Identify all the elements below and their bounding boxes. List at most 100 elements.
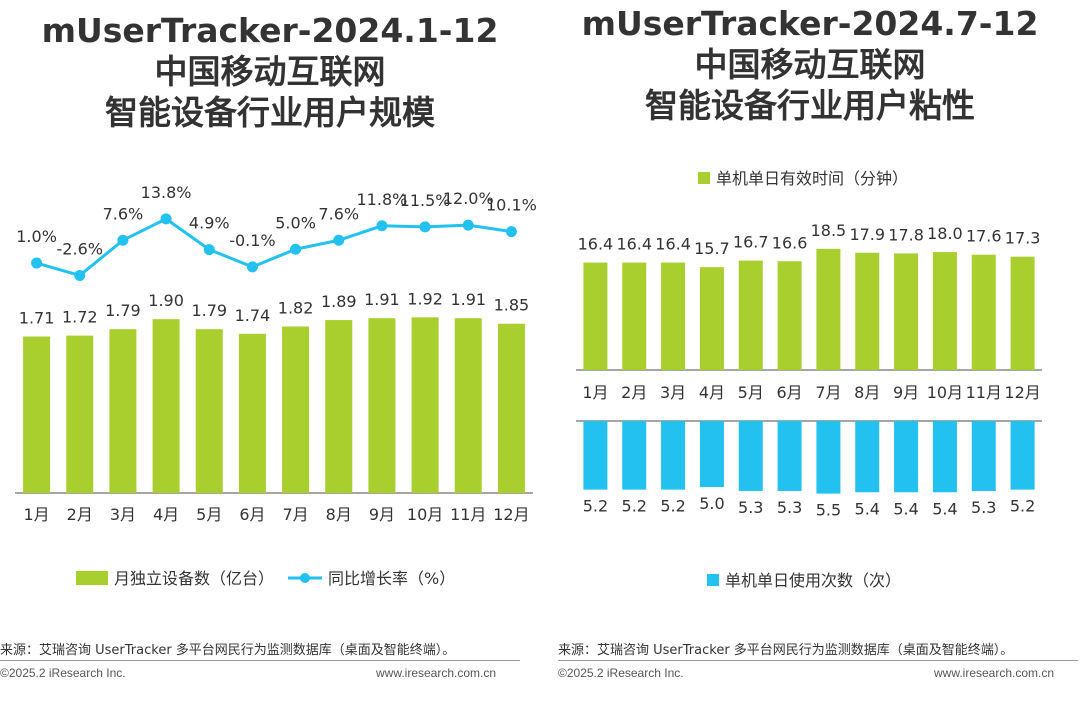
time-bar — [894, 253, 919, 370]
time-value-label: 16.7 — [733, 233, 769, 252]
yoy-point — [31, 257, 43, 269]
device-bar — [411, 317, 439, 493]
count-value-label: 5.2 — [583, 497, 608, 516]
yoy-value-label: -0.1% — [229, 231, 275, 250]
device-value-label: 1.71 — [19, 309, 55, 328]
time-bar — [855, 252, 880, 370]
device-value-label: 1.79 — [105, 301, 141, 320]
count-value-label: 5.0 — [699, 494, 724, 513]
yoy-value-label: 12.0% — [443, 189, 494, 208]
count-bar — [777, 421, 802, 491]
left-month-label: 1月 — [23, 505, 49, 524]
yoy-value-label: 10.1% — [486, 196, 537, 215]
count-bar — [855, 421, 880, 493]
count-value-label: 5.4 — [893, 499, 918, 518]
device-bar — [368, 318, 396, 493]
device-bar — [497, 323, 525, 493]
count-value-label: 5.5 — [816, 501, 841, 520]
yoy-value-label: 1.0% — [16, 227, 57, 246]
count-bar — [932, 421, 957, 493]
device-value-label: 1.79 — [191, 301, 227, 320]
time-value-label: 16.4 — [616, 235, 652, 254]
left-month-label: 9月 — [369, 505, 395, 524]
yoy-value-label: 11.8% — [357, 190, 408, 209]
count-bar — [971, 421, 996, 491]
yoy-value-label: 13.8% — [141, 183, 192, 202]
left-month-label: 2月 — [67, 505, 93, 524]
device-value-label: 1.85 — [494, 296, 530, 315]
left-month-label: 4月 — [153, 505, 179, 524]
device-value-label: 1.74 — [235, 306, 271, 325]
right-website: www.iresearch.com.cn — [934, 666, 1055, 680]
count-bar — [816, 421, 841, 494]
device-value-label: 1.72 — [62, 308, 98, 327]
yoy-value-label: 5.0% — [275, 213, 316, 232]
device-bar — [454, 318, 482, 493]
left-month-label: 12月 — [493, 505, 529, 524]
left-month-label: 11月 — [450, 505, 486, 524]
device-value-label: 1.91 — [364, 290, 400, 309]
yoy-point — [333, 234, 345, 246]
left-source-note: 来源：艾瑞咨询 UserTracker 多平台网民行为监测数据库（桌面及智能终端… — [0, 643, 456, 658]
time-value-label: 17.9 — [849, 225, 885, 244]
right-title-line-2: 中国移动互联网 — [694, 45, 926, 84]
count-bar — [583, 421, 608, 490]
left-title-line-3: 智能设备行业用户规模 — [105, 93, 435, 132]
left-month-label: 5月 — [196, 505, 222, 524]
right-copyright: ©2025.2 iResearch Inc. — [558, 666, 684, 680]
left-month-label: 3月 — [110, 505, 136, 524]
yoy-point — [505, 226, 517, 238]
right-month-label: 4月 — [699, 383, 725, 402]
device-value-label: 1.89 — [321, 292, 357, 311]
right-month-label: 11月 — [966, 383, 1002, 402]
count-bar — [661, 421, 686, 490]
time-bar — [971, 254, 996, 370]
time-value-label: 18.5 — [811, 221, 847, 240]
left-copyright: ©2025.2 iResearch Inc. — [0, 666, 126, 680]
time-value-label: 15.7 — [694, 239, 730, 258]
left-chart-title: mUserTracker-2024.1-12 中国移动互联网 智能设备行业用户规… — [10, 10, 530, 133]
time-value-label: 18.0 — [927, 224, 963, 243]
device-value-label: 1.92 — [407, 289, 443, 308]
count-bar — [1010, 421, 1035, 490]
legend-time-label: 单机单日有效时间（分钟） — [716, 169, 908, 188]
time-bar — [738, 260, 763, 370]
yoy-point — [160, 213, 172, 225]
device-bar — [195, 329, 223, 493]
device-bar — [282, 326, 310, 493]
count-value-label: 5.3 — [777, 498, 802, 517]
time-value-label: 17.6 — [966, 227, 1002, 246]
right-month-label: 3月 — [660, 383, 686, 402]
yoy-point — [117, 234, 129, 246]
legend-time-swatch — [698, 172, 710, 184]
device-bar — [23, 336, 51, 493]
right-month-label: 10月 — [927, 383, 963, 402]
legend-line-marker — [300, 573, 310, 583]
yoy-point — [290, 243, 302, 255]
right-month-label: 12月 — [1004, 383, 1040, 402]
time-value-label: 16.6 — [772, 233, 808, 252]
yoy-point — [376, 220, 388, 232]
count-value-label: 5.4 — [855, 499, 880, 518]
count-value-label: 5.2 — [1010, 497, 1035, 516]
right-month-label: 7月 — [815, 383, 841, 402]
right-source-note: 来源：艾瑞咨询 UserTracker 多平台网民行为监测数据库（桌面及智能终端… — [558, 643, 1014, 658]
time-bar — [777, 261, 802, 370]
count-value-label: 5.2 — [660, 497, 685, 516]
right-footer-divider — [558, 660, 1078, 661]
yoy-value-label: -2.6% — [57, 239, 103, 258]
yoy-point — [462, 219, 474, 231]
count-value-label: 5.3 — [971, 498, 996, 517]
right-chart: 16.4 1月 5.2 16.4 2月 5.2 16.4 3月 5.2 15.7 4月 5.0 16.7… — [576, 221, 1042, 520]
left-month-label: 7月 — [282, 505, 308, 524]
time-bar — [699, 267, 724, 370]
left-title-line-2: 中国移动互联网 — [154, 52, 386, 91]
time-value-label: 16.4 — [578, 235, 614, 254]
legend-line-label: 同比增长率（%） — [328, 569, 455, 588]
count-value-label: 5.4 — [932, 499, 957, 518]
yoy-value-label: 7.6% — [318, 204, 359, 223]
device-value-label: 1.90 — [148, 291, 184, 310]
yoy-point — [74, 269, 86, 281]
time-value-label: 17.8 — [888, 225, 924, 244]
